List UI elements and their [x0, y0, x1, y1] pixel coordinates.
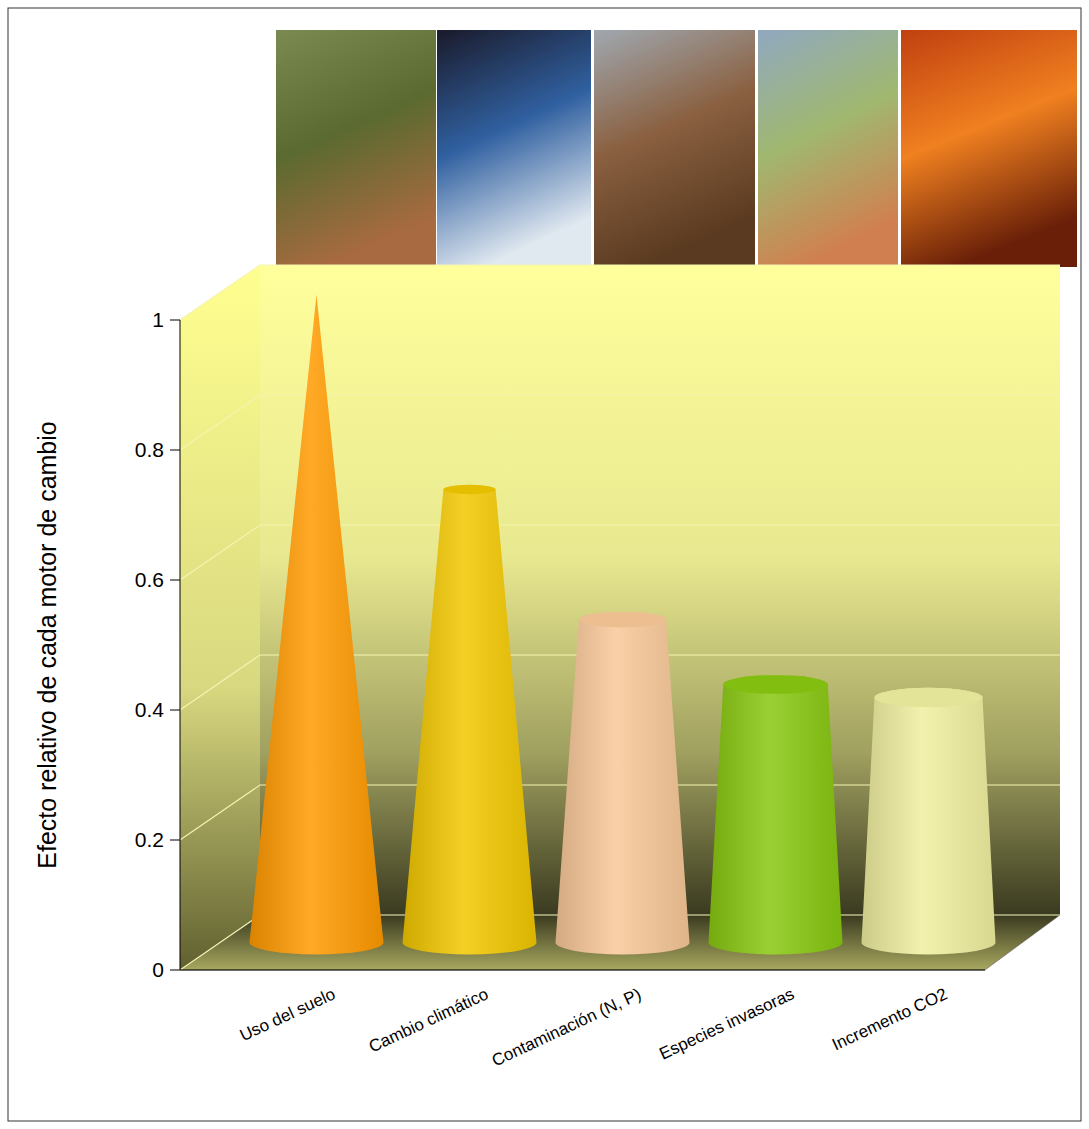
- y-axis-title: Efecto relativo de cada motor de cambio: [33, 421, 61, 868]
- cone-top: [443, 485, 495, 494]
- category-label: Cambio climático: [366, 984, 491, 1056]
- photo: [276, 30, 436, 267]
- chart: 0 0.2 0.4 0.6 0.8 1 Efecto relativo de cada mo…: [0, 0, 1089, 1129]
- tick: [170, 970, 180, 971]
- photo: [901, 30, 1077, 267]
- tick: [170, 840, 180, 841]
- tick-label: 0.2: [135, 828, 164, 851]
- category-label: Incremento CO2: [829, 984, 950, 1054]
- photo: [594, 30, 755, 267]
- marks: [250, 295, 996, 955]
- tick: [170, 710, 180, 711]
- category-label: Uso del suelo: [237, 984, 338, 1045]
- tick-label: 1: [152, 308, 164, 331]
- cone-top: [579, 612, 666, 628]
- category-label: Especies invasoras: [656, 984, 797, 1063]
- cone-body: [250, 295, 384, 955]
- tick: [170, 450, 180, 451]
- y-axis: [180, 320, 181, 970]
- side-wall: [180, 265, 260, 970]
- tick: [170, 320, 180, 321]
- photo: [437, 30, 591, 267]
- bar: [862, 688, 996, 955]
- tick-label: 0.6: [135, 568, 164, 591]
- grid-line: [180, 265, 1060, 320]
- cone-body: [556, 612, 690, 955]
- cone-body: [709, 675, 843, 954]
- tick-label: 0: [152, 958, 164, 981]
- bar: [403, 485, 537, 955]
- bar: [556, 612, 690, 955]
- frame: [8, 8, 1081, 1121]
- tick: [170, 580, 180, 581]
- tick-label: 0.8: [135, 438, 164, 461]
- cone-top: [874, 688, 982, 707]
- x-axis: [180, 970, 985, 971]
- bar: [250, 295, 384, 955]
- cone-body: [862, 688, 996, 955]
- cone-top: [723, 675, 828, 694]
- photo: [758, 30, 898, 267]
- cone-body: [403, 485, 537, 955]
- bar: [709, 675, 843, 954]
- tick-label: 0.4: [135, 698, 165, 721]
- category-label: Contaminación (N, P): [489, 984, 644, 1070]
